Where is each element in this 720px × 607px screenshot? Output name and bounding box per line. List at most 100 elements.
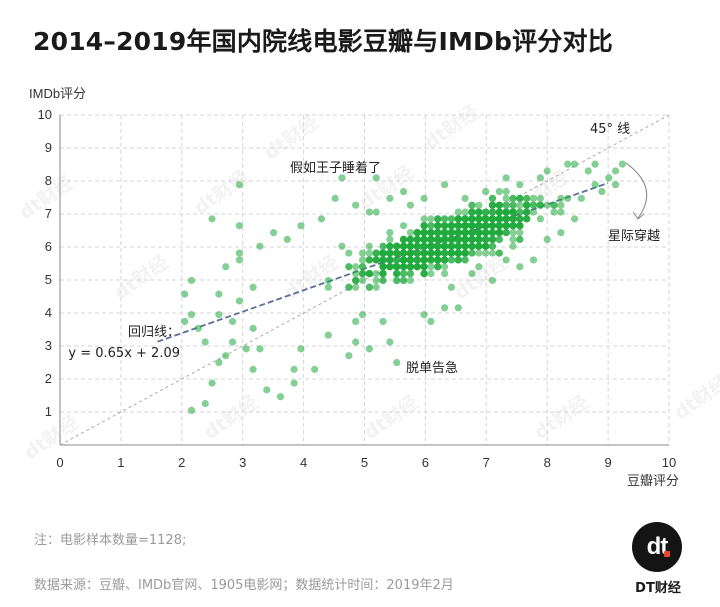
data-point — [235, 222, 243, 230]
data-point — [468, 208, 476, 216]
data-point — [427, 242, 435, 250]
data-point — [468, 235, 476, 243]
x-tick-label: 1 — [117, 455, 124, 470]
data-point — [379, 249, 387, 257]
data-point — [441, 304, 449, 312]
data-point — [434, 263, 442, 271]
data-point — [372, 283, 380, 291]
data-point — [509, 208, 517, 216]
data-point — [215, 311, 223, 319]
data-point — [502, 174, 510, 182]
data-point — [365, 345, 373, 353]
data-point — [612, 181, 620, 189]
data-point — [612, 167, 620, 175]
data-point — [495, 228, 503, 237]
data-point — [276, 393, 285, 401]
data-point — [352, 317, 360, 326]
data-point — [372, 208, 380, 216]
data-point — [591, 181, 599, 189]
data-point — [495, 249, 503, 257]
data-point — [338, 242, 346, 250]
data-point — [509, 201, 517, 209]
data-point — [290, 365, 298, 373]
data-point — [509, 228, 517, 237]
data-point — [399, 276, 408, 285]
data-point — [420, 311, 428, 319]
data-point — [577, 194, 586, 202]
data-point — [529, 208, 538, 216]
data-point — [290, 379, 298, 387]
data-point — [283, 235, 291, 243]
data-point — [584, 167, 592, 175]
data-point — [591, 160, 599, 168]
data-point — [482, 235, 490, 243]
data-point — [406, 263, 414, 271]
data-point — [434, 222, 442, 230]
data-point — [550, 201, 558, 209]
data-point — [454, 215, 462, 223]
data-point — [324, 331, 332, 339]
data-point — [564, 160, 572, 168]
y-tick-label: 5 — [45, 272, 52, 287]
data-point — [488, 228, 497, 237]
data-point — [399, 187, 408, 196]
data-point — [495, 187, 503, 196]
data-point — [468, 222, 476, 230]
data-point — [386, 242, 394, 250]
data-point — [461, 249, 469, 257]
data-point — [352, 283, 360, 291]
data-point — [413, 256, 421, 264]
data-point — [352, 276, 360, 285]
x-tick-label: 10 — [662, 455, 676, 470]
data-point — [365, 208, 373, 216]
x-tick-label: 5 — [361, 455, 368, 470]
brand-name: DT财经 — [635, 581, 681, 596]
y-tick-label: 10 — [38, 107, 52, 122]
data-point — [393, 263, 401, 271]
x-tick-label: 0 — [56, 455, 63, 470]
data-point — [468, 249, 476, 257]
data-point — [475, 263, 483, 271]
label-interstellar: 星际穿越 — [608, 228, 660, 244]
data-point — [495, 222, 503, 230]
data-point — [523, 215, 531, 223]
data-point — [406, 242, 414, 250]
data-point — [570, 160, 579, 168]
y-tick-label: 4 — [45, 305, 52, 320]
regression-equation: y = 0.65x + 2.09 — [68, 346, 180, 361]
data-point — [427, 228, 435, 237]
data-point — [222, 352, 230, 360]
data-point — [345, 249, 353, 257]
data-point — [427, 235, 435, 243]
data-point — [529, 194, 538, 202]
data-point — [441, 249, 449, 257]
data-point — [516, 263, 524, 271]
data-point — [270, 228, 278, 237]
data-point — [441, 270, 449, 278]
data-point — [598, 187, 606, 196]
data-point — [372, 270, 380, 278]
data-point — [187, 276, 196, 285]
data-point — [502, 194, 510, 202]
data-point — [406, 256, 414, 264]
data-point — [228, 317, 237, 326]
data-point — [434, 242, 442, 250]
data-point — [399, 256, 408, 264]
data-point — [454, 256, 462, 264]
data-point — [420, 235, 428, 243]
y-tick-label: 2 — [45, 371, 52, 386]
regression-label: 回归线： — [128, 325, 180, 340]
data-point — [413, 242, 421, 250]
data-point — [482, 242, 490, 250]
data-point — [454, 235, 462, 243]
data-point — [454, 222, 462, 230]
data-point — [420, 270, 428, 278]
data-point — [372, 174, 380, 182]
arrow-interstellar — [625, 162, 648, 219]
data-point — [502, 215, 510, 223]
data-point — [420, 228, 428, 237]
data-point — [447, 242, 456, 250]
